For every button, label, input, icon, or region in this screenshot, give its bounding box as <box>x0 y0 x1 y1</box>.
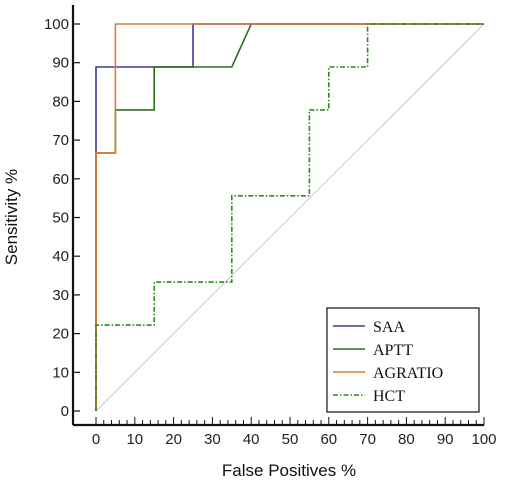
y-axis-title: Sensitivity % <box>2 169 21 265</box>
x-tick-label: 40 <box>243 431 260 448</box>
reference-diagonal-line <box>95 23 485 412</box>
y-tick-label: 60 <box>52 171 69 188</box>
series-line-hct <box>95 23 484 411</box>
y-tick-label: 0 <box>61 403 69 420</box>
y-tick-label: 40 <box>52 248 69 265</box>
reference-diagonal-layer <box>95 23 485 412</box>
legend: SAA APTT AGRATIO HCT <box>326 307 480 413</box>
x-tick-label: 90 <box>437 431 454 448</box>
y-tick-label: 30 <box>52 287 69 304</box>
y-tick-label: 100 <box>44 16 69 33</box>
legend-label-aptt: APTT <box>373 342 413 359</box>
x-tick-label: 0 <box>92 431 100 448</box>
x-tick-label: 50 <box>282 431 299 448</box>
x-tick-label: 60 <box>320 431 337 448</box>
y-tick-label: 20 <box>52 326 69 343</box>
x-axis-title: False Positives % <box>222 461 356 480</box>
y-tick-label: 10 <box>52 364 69 381</box>
x-tick-label: 10 <box>126 431 143 448</box>
x-tick-label: 100 <box>471 431 496 448</box>
axes-layer <box>71 5 484 427</box>
legend-label-agratio: AGRATIO <box>373 365 443 382</box>
legend-label-hct: HCT <box>373 388 405 405</box>
legend-label-saa: SAA <box>373 319 405 336</box>
x-tick-label: 20 <box>165 431 182 448</box>
series-layer <box>95 23 484 411</box>
y-tick-label: 50 <box>52 210 69 227</box>
series-line-agratio <box>95 23 484 411</box>
y-tick-label: 90 <box>52 55 69 72</box>
x-tick-label: 30 <box>204 431 221 448</box>
x-tick-label: 70 <box>359 431 376 448</box>
ticks-layer: 0 10 20 30 40 50 60 70 80 90 100 0 10 20 30 40 50 60 70 80 9… <box>44 16 497 448</box>
y-tick-label: 70 <box>52 132 69 149</box>
y-tick-label: 80 <box>52 93 69 110</box>
x-tick-label: 80 <box>398 431 415 448</box>
